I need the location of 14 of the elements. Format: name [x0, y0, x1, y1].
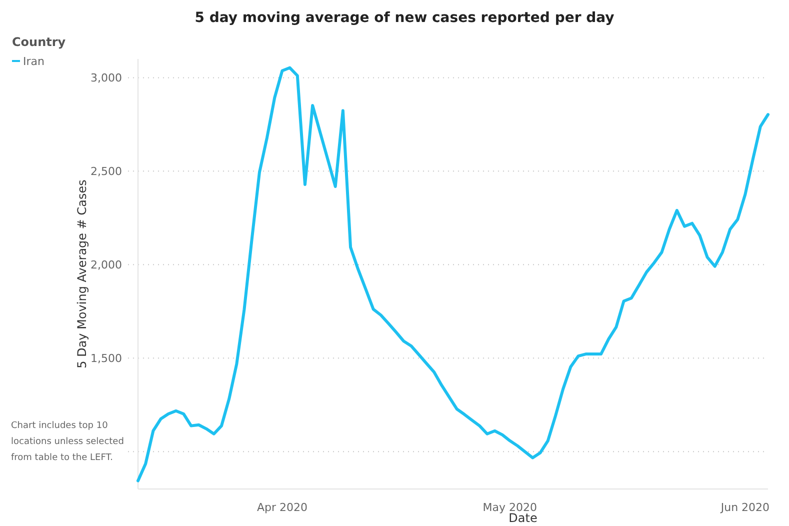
y-tick-label: 1,500 — [90, 352, 122, 365]
x-axis-title: Date — [508, 511, 538, 525]
x-tick-label: May 2020 — [482, 501, 538, 514]
chart-title: 5 day moving average of new cases reported per day — [194, 10, 614, 26]
text: Chart includes top 10 locations unless selected from table to the LEFT. — [11, 421, 124, 463]
legend-title: Country — [12, 35, 66, 49]
legend-label: Iran — [23, 54, 45, 68]
y-tick-label: 2,500 — [90, 165, 122, 178]
x-tick-label: Apr 2020 — [256, 501, 308, 514]
y-tick-label: 3,000 — [90, 72, 122, 85]
x-tick-label: Jun 2020 — [720, 501, 770, 514]
y-tick-label: 2,000 — [90, 258, 122, 272]
y-axis-title: 5 Day Moving Average # Cases — [75, 180, 89, 368]
line-series — [136, 66, 770, 482]
